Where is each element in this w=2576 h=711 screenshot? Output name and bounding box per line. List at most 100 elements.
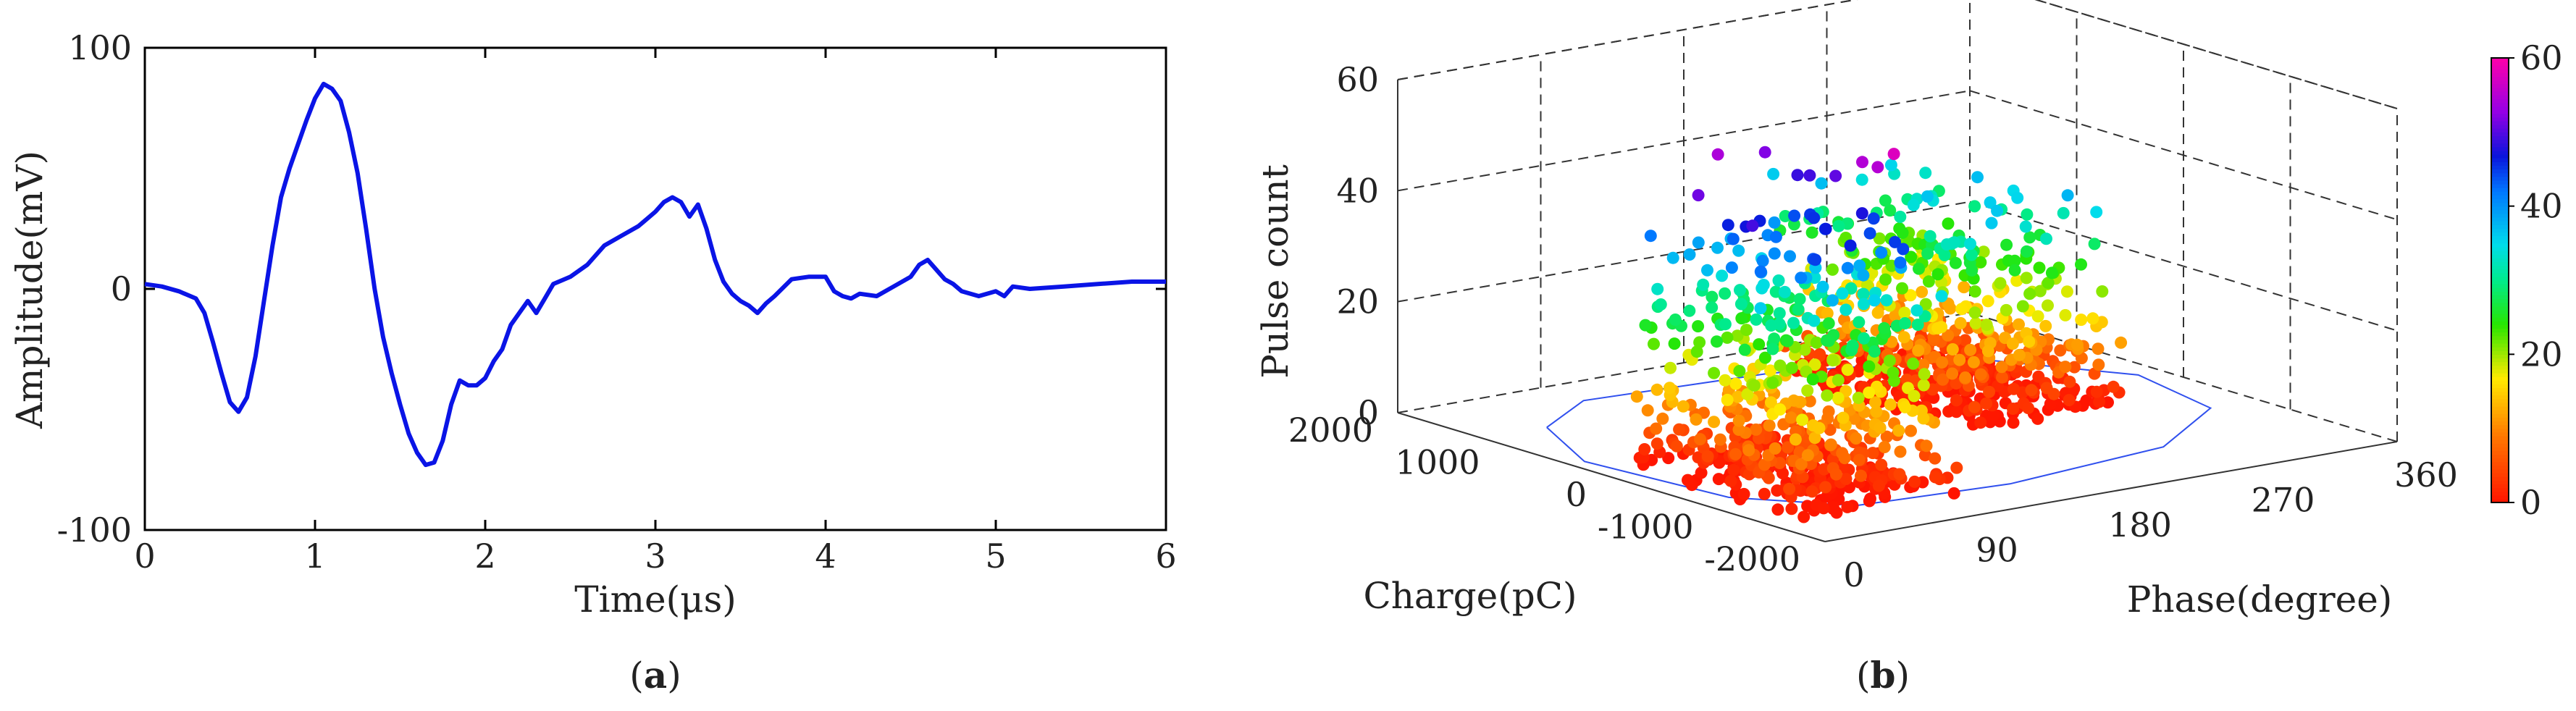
colorbar-segment [2491, 358, 2509, 363]
scatter-point [1852, 392, 1865, 404]
colorbar-segment [2491, 172, 2509, 177]
scatter-point [1872, 479, 1885, 492]
scatter-point [1711, 335, 1723, 348]
scatter-point [2023, 231, 2036, 244]
z-tick-label: 40 [1336, 171, 1379, 210]
colorbar-segment [2491, 302, 2509, 307]
scatter-point [1878, 321, 1891, 335]
scatter-point [1965, 248, 1978, 261]
scatter-point [1832, 219, 1845, 232]
scatter-point [1768, 216, 1781, 229]
scatter-point [1758, 351, 1771, 364]
colorbar-segment [2491, 428, 2509, 433]
scatter-point [1987, 408, 2000, 421]
tick-group-a [143, 46, 1167, 531]
scatter-point [1762, 471, 1775, 484]
panel-b-3d-scatter: 0 20 40 60 2000 1000 0 -1000 -2000 0 90 180 270 360 P… [1254, 0, 2563, 697]
colorbar-segment [2491, 87, 2509, 92]
scatter-point [2107, 380, 2120, 393]
scatter-point [1867, 212, 1880, 225]
scatter-point [1981, 295, 1994, 308]
scatter-point [2071, 338, 2084, 351]
scatter-point [2031, 310, 2044, 323]
colorbar-segment [2491, 239, 2509, 244]
scatter-point [2007, 416, 2020, 429]
scatter-point [1826, 501, 1839, 513]
scatter-point [1766, 376, 1779, 390]
charge-tick-label: -2000 [1704, 539, 1800, 579]
z-axis-label-b: Pulse count [1254, 164, 1296, 379]
scatter-point [2023, 287, 2036, 300]
colorbar-segment [2491, 491, 2509, 496]
scatter-point [1887, 148, 1900, 161]
colorbar-segment [2491, 447, 2509, 451]
charge-tick-label: 0 [1566, 475, 1587, 514]
scatter-point [1727, 463, 1740, 476]
colorbar-segment [2491, 209, 2509, 214]
scatter-point [1733, 365, 1746, 377]
scatter-point [2086, 312, 2099, 325]
colorbar-segment [2491, 146, 2509, 151]
waveform-line [144, 81, 1166, 468]
scatter-point [1638, 443, 1651, 455]
colorbar-segment [2491, 176, 2509, 181]
colorbar: 0 20 40 60 [2491, 38, 2563, 522]
scatter-point [1968, 200, 1981, 213]
scatter-point [1863, 227, 1876, 240]
scatter-point [1874, 421, 1887, 434]
scatter-point [1801, 384, 1814, 397]
colorbar-segment [2491, 328, 2509, 333]
scatter-point [1662, 452, 1675, 465]
scatter-point [1701, 450, 1714, 463]
scatter-point [1871, 161, 1884, 174]
x-axis-label-a: Time(μs) [574, 579, 737, 620]
scatter-point [1946, 367, 1959, 380]
scatter-point [2020, 272, 2033, 285]
scatter-point [1899, 400, 1911, 413]
colorbar-segment [2491, 439, 2509, 444]
scatter-point [1754, 265, 1767, 278]
y-tick-label: 100 [68, 28, 132, 67]
colorbar-segment [2491, 342, 2509, 348]
scatter-point [1935, 290, 1948, 303]
colorbar-segment [2491, 291, 2509, 296]
colorbar-segment [2491, 235, 2509, 240]
scatter-point [2011, 191, 2024, 204]
scatter-point [1949, 256, 1962, 269]
scatter-point [1785, 502, 1798, 516]
phase-axis-line [1824, 441, 2398, 542]
scatter-point [1836, 287, 1849, 300]
scatter-point [1879, 273, 1892, 286]
scatter-point [1967, 356, 1980, 369]
phase-tick-label: 360 [2394, 455, 2458, 495]
scatter-point [1808, 358, 1821, 371]
colorbar-segment [2491, 143, 2509, 148]
scatter-point [2008, 264, 2021, 277]
scatter-point [2044, 397, 2057, 411]
colorbar-segment [2491, 361, 2509, 366]
scatter-point [1829, 169, 1842, 182]
scatter-point [2042, 277, 2055, 290]
scatter-point [1898, 317, 1911, 329]
scatter-point [2000, 303, 2013, 316]
scatter-point [1918, 368, 1931, 381]
scatter-point [2054, 344, 2067, 357]
scatter-point [1725, 261, 1738, 274]
scatter-point [1908, 475, 1921, 488]
colorbar-segment [2491, 468, 2509, 474]
scatter-point [1889, 235, 1901, 248]
scatter-point [1648, 337, 1660, 350]
charge-tick-label: 1000 [1395, 443, 1480, 482]
colorbar-segment [2491, 188, 2509, 192]
scatter-point [2022, 402, 2034, 414]
scatter-point [1942, 217, 1955, 230]
colorbar-segment [2491, 405, 2509, 411]
scatter-point [2040, 232, 2052, 245]
colorbar-segment [2491, 95, 2509, 99]
colorbar-frame [2491, 57, 2509, 503]
colorbar-segment [2491, 284, 2509, 288]
scatter-point [1697, 278, 1710, 291]
scatter-point [1795, 272, 1808, 285]
scatter-point [1950, 405, 1963, 418]
